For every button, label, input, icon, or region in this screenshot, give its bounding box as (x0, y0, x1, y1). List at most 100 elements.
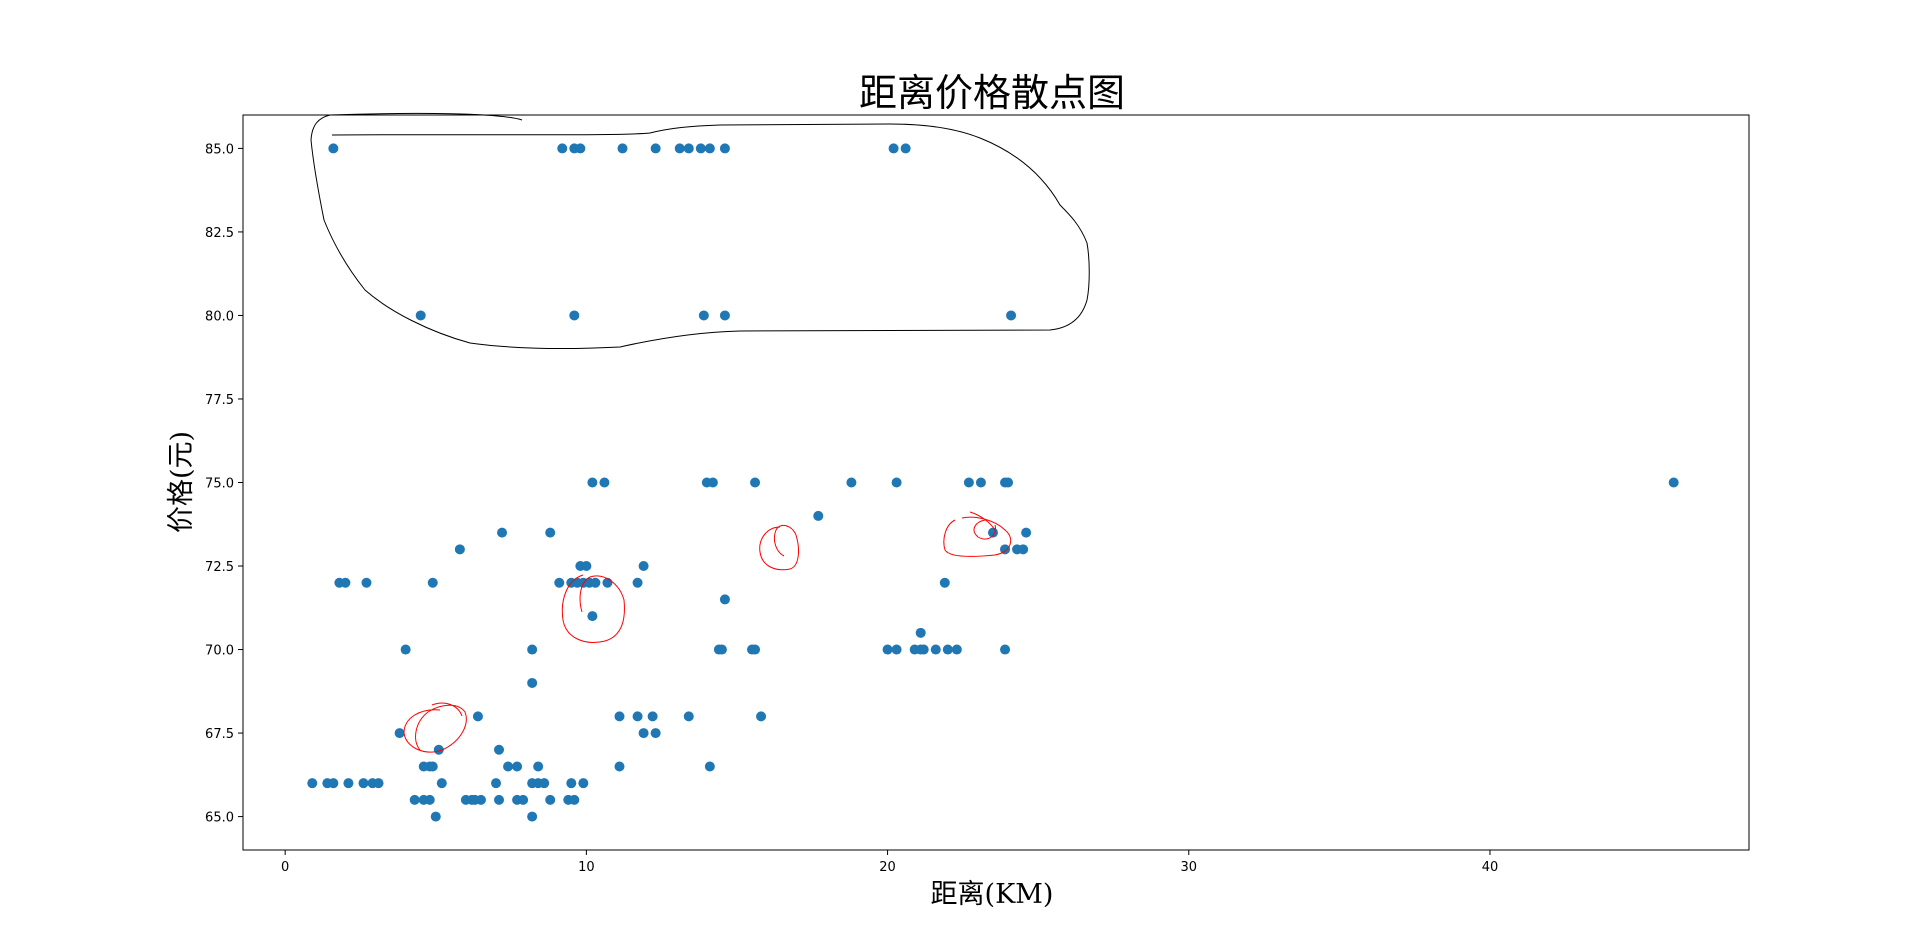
data-point (695, 143, 706, 154)
data-point (328, 143, 339, 154)
data-point (891, 644, 902, 655)
data-point (427, 761, 438, 772)
data-point (719, 143, 730, 154)
data-point (394, 728, 405, 739)
data-point (340, 577, 351, 588)
x-tick-label: 10 (578, 860, 595, 875)
y-tick-label: 70.0 (205, 644, 234, 659)
data-point (475, 794, 486, 805)
data-point (1006, 310, 1017, 321)
red-circle-annotation (561, 574, 625, 643)
data-point (915, 627, 926, 638)
data-point (554, 577, 565, 588)
data-point (430, 811, 441, 822)
chart-title: 距离价格散点图 (859, 71, 1125, 115)
data-point (400, 644, 411, 655)
data-point (707, 477, 718, 488)
hand-drawn-annotations (310, 112, 1090, 753)
data-point (704, 761, 715, 772)
data-point (614, 761, 625, 772)
data-point (963, 477, 974, 488)
data-point (674, 143, 685, 154)
data-point (704, 143, 715, 154)
data-point (756, 711, 767, 722)
data-point (575, 143, 586, 154)
y-tick-label: 65.0 (205, 811, 234, 826)
x-tick-label: 0 (281, 860, 289, 875)
x-tick-label: 30 (1180, 860, 1197, 875)
data-point (1668, 477, 1679, 488)
data-point (539, 778, 550, 789)
data-point (454, 544, 465, 555)
x-tick-label: 20 (879, 860, 896, 875)
data-point (650, 728, 661, 739)
data-point (587, 611, 598, 622)
data-point (716, 644, 727, 655)
data-point (719, 310, 730, 321)
data-point (891, 477, 902, 488)
data-point (632, 577, 643, 588)
data-point (527, 677, 538, 688)
data-point (328, 778, 339, 789)
data-point (942, 644, 953, 655)
data-point (307, 778, 318, 789)
black-freehand-outline (310, 112, 1090, 349)
data-point (587, 477, 598, 488)
data-point (975, 477, 986, 488)
data-point (545, 794, 556, 805)
data-point (569, 310, 580, 321)
data-point (409, 794, 420, 805)
data-point (617, 143, 628, 154)
x-tick-label: 40 (1482, 860, 1499, 875)
y-tick-label: 72.5 (205, 560, 234, 575)
data-point (750, 644, 761, 655)
data-point (599, 477, 610, 488)
data-point (1000, 544, 1011, 555)
data-point (361, 577, 372, 588)
data-point (590, 577, 601, 588)
data-point (533, 761, 544, 772)
data-point (491, 778, 502, 789)
data-point (557, 143, 568, 154)
data-point (527, 644, 538, 655)
data-point (424, 794, 435, 805)
y-tick-label: 67.5 (205, 727, 234, 742)
data-point (373, 778, 384, 789)
data-point (503, 761, 514, 772)
y-tick-label: 77.5 (205, 393, 234, 408)
data-point (683, 711, 694, 722)
data-point (900, 143, 911, 154)
data-point (638, 728, 649, 739)
data-point (497, 527, 508, 538)
data-point (566, 778, 577, 789)
data-point (1021, 527, 1032, 538)
data-point (698, 310, 709, 321)
data-point (930, 644, 941, 655)
data-point (1000, 644, 1011, 655)
data-point (433, 744, 444, 755)
data-point (518, 794, 529, 805)
data-point (650, 143, 661, 154)
data-point (939, 577, 950, 588)
y-tick-label: 82.5 (205, 226, 234, 241)
y-tick-label: 85.0 (205, 142, 234, 157)
data-point (545, 527, 556, 538)
data-point (614, 711, 625, 722)
data-point (719, 594, 730, 605)
data-point (512, 761, 523, 772)
data-point (436, 778, 447, 789)
data-point (1003, 477, 1014, 488)
data-point (581, 561, 592, 572)
data-point (494, 744, 505, 755)
data-point (951, 644, 962, 655)
red-circle-annotation (403, 702, 467, 753)
x-axis-label: 距离(KM) (931, 879, 1054, 910)
y-tick-label: 75.0 (205, 477, 234, 492)
red-circle-annotation (943, 511, 1012, 557)
data-point (638, 561, 649, 572)
y-axis: 65.0 67.5 70.0 72.5 75.0 77.5 80.0 82.5 85.0 (205, 142, 243, 826)
data-point (632, 711, 643, 722)
data-point (569, 794, 580, 805)
